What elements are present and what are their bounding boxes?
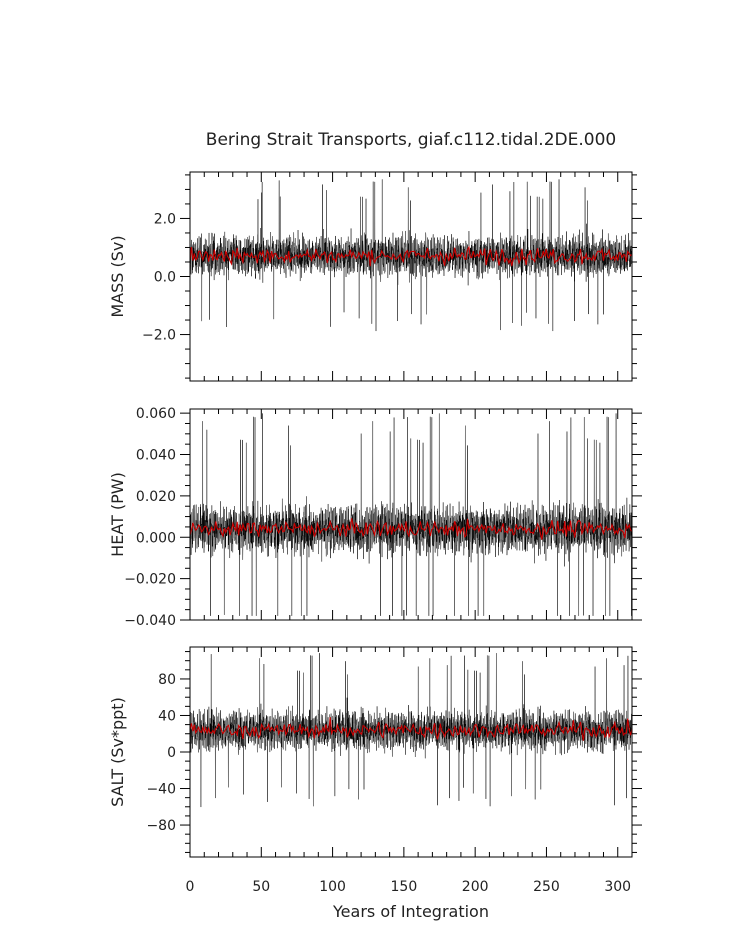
salt-axis-ticks bbox=[180, 647, 642, 857]
heat-y-tick-labels: −0.040 −0.020 0.000 0.020 0.040 0.060 bbox=[124, 406, 176, 629]
salt-y-tick-label-0: −80 bbox=[146, 818, 176, 834]
x-tick-label-4: 200 bbox=[462, 879, 489, 895]
salt-y-tick-label-2: 0 bbox=[167, 745, 176, 761]
panel-heat: −0.040 −0.020 0.000 0.020 0.040 0.060 HEAT (P… bbox=[108, 406, 642, 629]
x-tick-label-3: 150 bbox=[391, 879, 418, 895]
salt-plot-frame bbox=[189, 646, 633, 858]
salt-y-axis-label: SALT (Sv*ppt) bbox=[108, 697, 127, 807]
x-axis-label: Years of Integration bbox=[332, 902, 489, 921]
mass-y-tick-labels: −2.0 0.0 2.0 bbox=[142, 211, 176, 343]
heat-y-tick-label-4: 0.040 bbox=[136, 448, 176, 464]
mass-annual-mean-series-line bbox=[190, 245, 632, 267]
heat-series-lines bbox=[190, 413, 632, 616]
heat-monthly-series-line bbox=[190, 413, 632, 616]
salt-y-tick-label-3: 40 bbox=[158, 708, 176, 724]
x-tick-label-2: 100 bbox=[319, 879, 346, 895]
heat-annual-mean-series-line bbox=[190, 518, 632, 540]
mass-monthly-series-line bbox=[190, 179, 632, 332]
salt-annual-mean-series-line bbox=[190, 717, 632, 741]
x-tick-label-0: 0 bbox=[186, 879, 195, 895]
chart-title: Bering Strait Transports, giaf.c112.tida… bbox=[206, 130, 616, 150]
heat-y-tick-label-5: 0.060 bbox=[136, 406, 176, 422]
heat-y-tick-label-1: −0.020 bbox=[124, 572, 176, 588]
salt-y-tick-label-4: 80 bbox=[158, 672, 176, 688]
heat-y-axis-label: HEAT (PW) bbox=[108, 472, 127, 557]
x-tick-label-5: 250 bbox=[533, 879, 560, 895]
salt-y-tick-label-1: −40 bbox=[146, 782, 176, 798]
mass-plot-frame bbox=[189, 171, 633, 382]
heat-y-tick-label-0: −0.040 bbox=[124, 613, 176, 629]
x-tick-label-1: 50 bbox=[252, 879, 270, 895]
salt-monthly-series-line bbox=[190, 653, 632, 808]
heat-plot-frame bbox=[189, 408, 633, 621]
mass-axis-ticks bbox=[180, 172, 642, 381]
heat-axis-ticks bbox=[180, 409, 642, 621]
mass-series-lines bbox=[190, 179, 632, 332]
mass-y-axis-label: MASS (Sv) bbox=[108, 235, 127, 317]
mass-y-tick-label-1: 0.0 bbox=[154, 270, 176, 286]
x-tick-labels: 0 50 100 150 200 250 300 bbox=[186, 879, 632, 895]
mass-y-tick-label-0: −2.0 bbox=[142, 328, 176, 344]
panel-salt: −80 −40 0 40 80 SALT (Sv*ppt) bbox=[108, 646, 642, 858]
salt-series-lines bbox=[190, 653, 632, 808]
x-tick-label-6: 300 bbox=[604, 879, 631, 895]
salt-y-tick-labels: −80 −40 0 40 80 bbox=[146, 672, 176, 834]
panel-mass: −2.0 0.0 2.0 MASS (Sv) bbox=[108, 171, 642, 382]
heat-y-tick-label-3: 0.020 bbox=[136, 489, 176, 505]
heat-y-tick-label-2: 0.000 bbox=[136, 530, 176, 546]
mass-y-tick-label-2: 2.0 bbox=[154, 211, 176, 227]
